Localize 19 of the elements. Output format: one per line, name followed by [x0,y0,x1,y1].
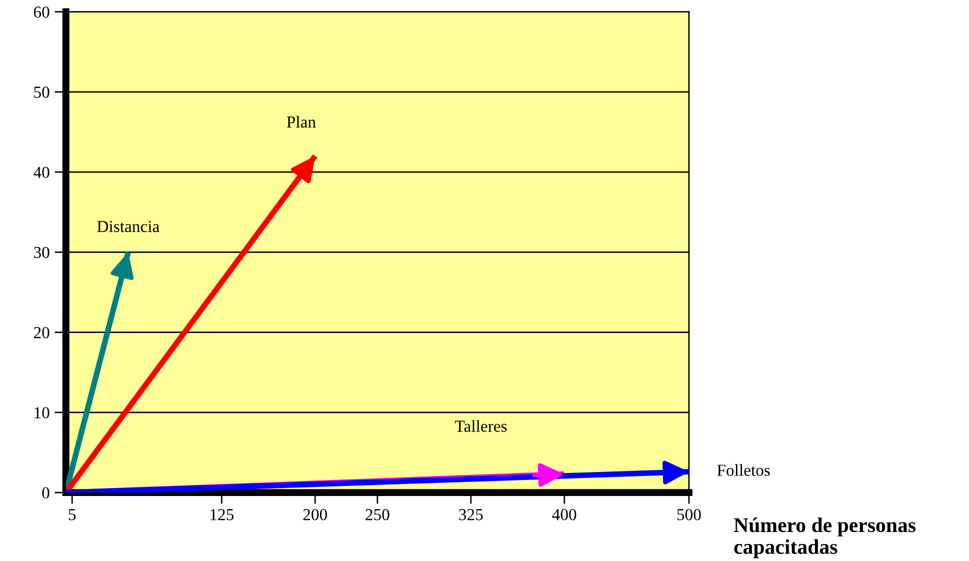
x-tick-label: 325 [459,509,483,520]
x-tick-label: 400 [552,509,576,520]
y-tick-label: 10 [34,407,50,418]
x-axis-title: Número de personas capacitadas [734,518,916,558]
series-label: Distancia [97,220,160,232]
y-tick-label: 20 [34,327,50,338]
x-tick-label: 125 [210,509,234,520]
y-tick-label: 60 [34,6,50,18]
x-tick-label: 5 [68,509,76,520]
y-tick-label: 40 [34,166,50,178]
x-tick-label: 250 [366,509,390,520]
x-tick-label: 500 [677,509,701,520]
text: Talleres [455,420,507,432]
y-tick-label: 0 [42,487,50,499]
y-tick-label: 50 [34,86,50,98]
y-tick-label: 30 [34,246,50,258]
series-label: Plan [286,116,316,128]
legend-label: Folletos [717,464,770,476]
x-tick-label: 200 [303,509,327,520]
